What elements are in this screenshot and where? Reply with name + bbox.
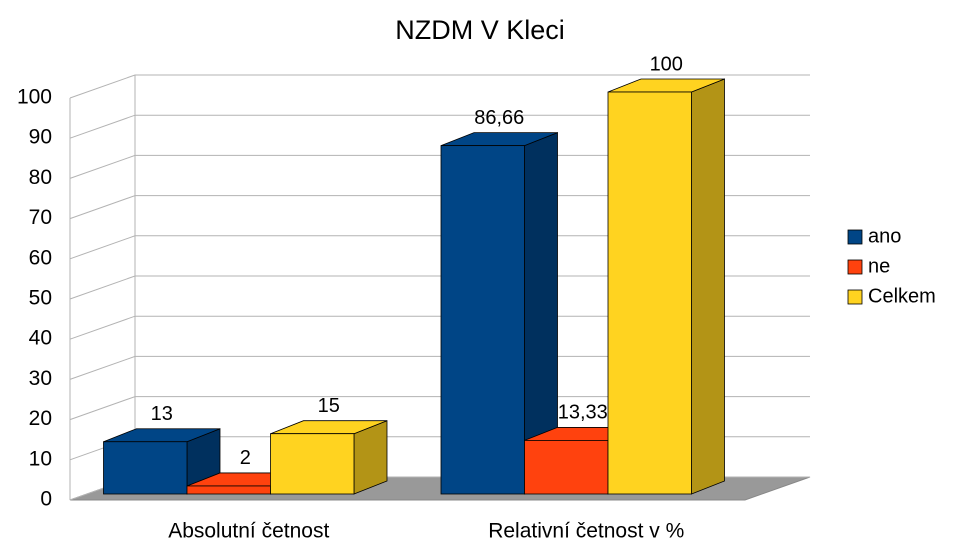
y-tick-label: 40 <box>29 327 52 350</box>
bar <box>270 420 388 495</box>
y-tick-label: 30 <box>29 367 52 390</box>
value-label: 13 <box>151 403 173 425</box>
bar-front <box>103 441 188 495</box>
chart-title: NZDM V Kleci <box>395 15 565 45</box>
y-tick-label: 20 <box>29 407 52 430</box>
legend-swatch <box>847 289 863 305</box>
y-tick-label: 100 <box>17 86 52 109</box>
legend-swatch <box>847 229 863 245</box>
x-tick-label: Absolutní četnost <box>168 520 329 543</box>
bar-front <box>440 145 525 495</box>
y-tick-label: 10 <box>29 447 52 470</box>
y-tick-label: 90 <box>29 126 52 149</box>
value-label: 15 <box>318 395 340 417</box>
bar-front <box>607 91 692 495</box>
bar <box>607 78 725 495</box>
value-label: 86,66 <box>474 107 524 129</box>
bar-side <box>691 78 725 495</box>
value-label: 13,33 <box>558 402 608 424</box>
bar <box>103 428 221 495</box>
y-tick-label: 70 <box>29 206 52 229</box>
y-tick-label: 0 <box>40 488 52 511</box>
bar-front <box>270 433 355 495</box>
y-tick-label: 60 <box>29 246 52 269</box>
legend-label: Celkem <box>868 285 936 307</box>
legend-swatch <box>847 259 863 275</box>
y-tick-label: 50 <box>29 287 52 310</box>
value-label: 2 <box>240 447 251 469</box>
x-tick-label: Relativní četnost v % <box>488 520 684 543</box>
y-tick-label: 80 <box>29 166 52 189</box>
legend-label: ne <box>868 255 890 277</box>
legend-label: ano <box>868 225 901 247</box>
bar-front <box>524 440 609 495</box>
value-label: 100 <box>650 53 683 75</box>
bar-front <box>186 485 271 495</box>
